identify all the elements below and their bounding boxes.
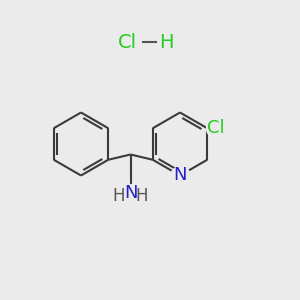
Text: N: N [124, 184, 137, 202]
Text: H: H [136, 187, 148, 205]
Text: Cl: Cl [208, 119, 225, 137]
Text: H: H [113, 187, 125, 205]
Text: H: H [159, 32, 174, 52]
Text: N: N [173, 167, 187, 184]
Text: Cl: Cl [118, 32, 137, 52]
